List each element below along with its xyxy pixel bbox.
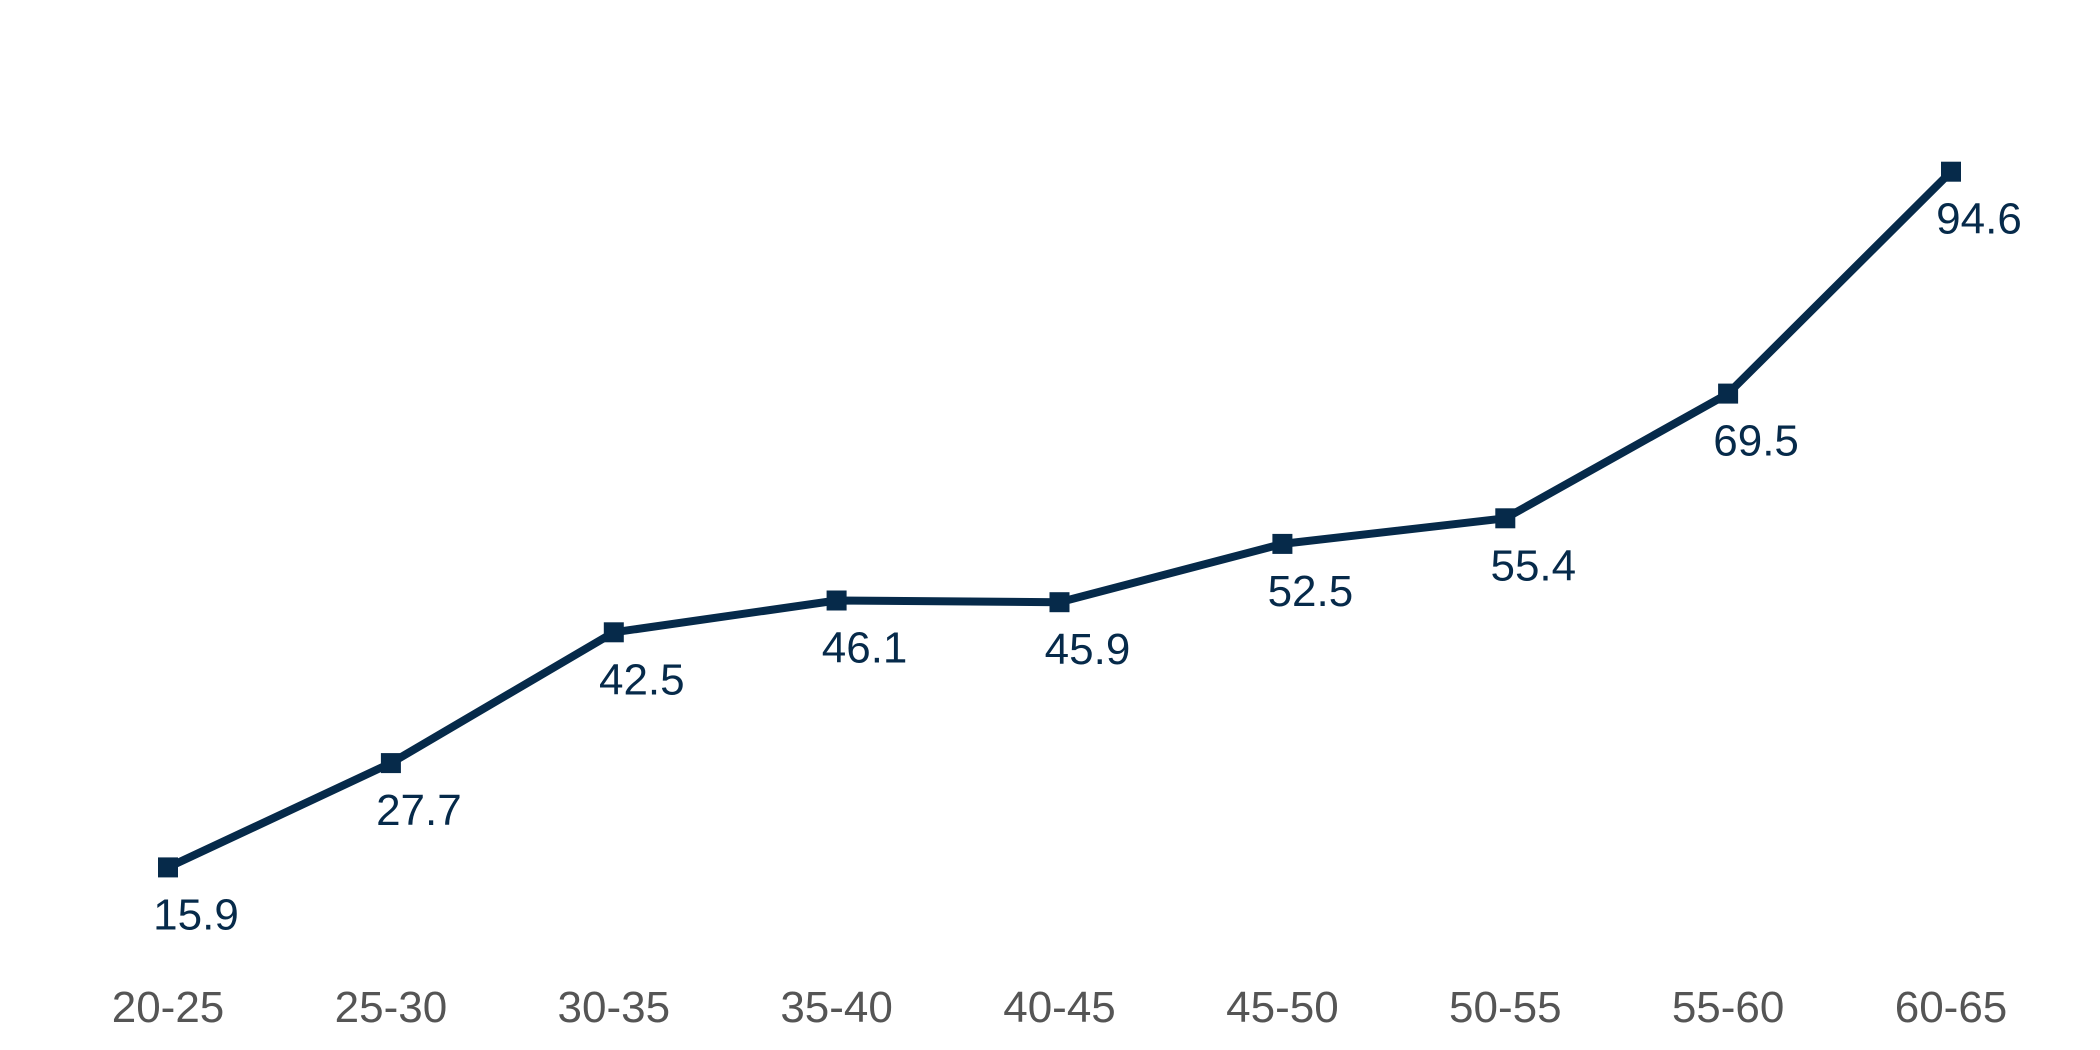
x-tick-label: 25-30 bbox=[335, 983, 448, 1032]
data-point-marker bbox=[603, 622, 624, 643]
data-label: 42.5 bbox=[599, 655, 685, 704]
x-axis-ticks: 20-25 25-30 30-35 35-40 40-45 45-50 50-55 55-60… bbox=[112, 983, 2008, 1032]
data-point-marker bbox=[1049, 592, 1070, 613]
x-tick-label: 50-55 bbox=[1449, 983, 1562, 1032]
data-point-marker bbox=[1495, 508, 1516, 529]
data-point-marker bbox=[1941, 161, 1961, 182]
series-line bbox=[166, 168, 1954, 872]
data-label: 55.4 bbox=[1490, 541, 1576, 590]
x-tick-label: 20-25 bbox=[112, 983, 225, 1032]
x-tick-label: 40-45 bbox=[1003, 983, 1116, 1032]
data-label: 69.5 bbox=[1713, 417, 1799, 466]
data-label-layer: 15.9 27.7 42.5 46.1 45.9 52.5 55.4 69.5 94.6 bbox=[153, 195, 2022, 940]
x-tick-label: 35-40 bbox=[780, 983, 893, 1032]
x-tick-label: 60-65 bbox=[1895, 983, 2008, 1032]
series-line-layer bbox=[166, 168, 1954, 872]
data-label: 52.5 bbox=[1268, 567, 1354, 616]
x-tick-label: 30-35 bbox=[558, 983, 671, 1032]
data-label: 27.7 bbox=[376, 786, 462, 835]
data-point-marker bbox=[1718, 383, 1739, 404]
data-point-marker bbox=[380, 753, 401, 774]
data-label: 45.9 bbox=[1045, 625, 1131, 674]
data-point-marker bbox=[826, 590, 847, 611]
x-tick-label: 45-50 bbox=[1226, 983, 1339, 1032]
data-label: 15.9 bbox=[153, 890, 239, 939]
data-label: 46.1 bbox=[822, 624, 908, 673]
data-point-marker bbox=[158, 857, 178, 878]
data-point-marker bbox=[1272, 533, 1293, 554]
data-label: 94.6 bbox=[1936, 195, 2022, 244]
x-tick-label: 55-60 bbox=[1672, 983, 1785, 1032]
marker-layer bbox=[158, 161, 1961, 878]
